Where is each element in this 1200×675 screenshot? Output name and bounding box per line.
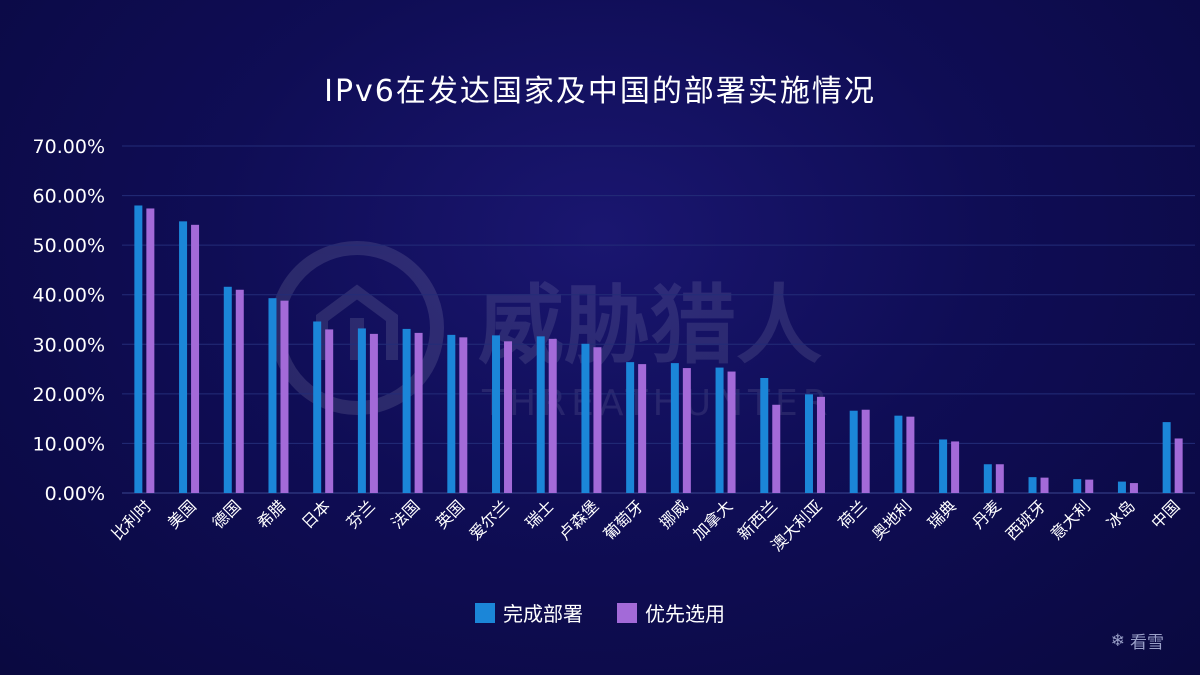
watermark-brand-cn: 威胁猎人	[478, 276, 822, 376]
bar-complete-18	[939, 439, 948, 493]
x-tick-label: 法国	[387, 496, 423, 532]
bar-complete-2	[223, 286, 232, 493]
bar-complete-13	[715, 367, 724, 493]
x-tick-label: 希腊	[253, 496, 289, 532]
x-tick-label: 日本	[298, 496, 334, 532]
x-tick-label: 美国	[164, 496, 200, 532]
y-tick-label: 0.00%	[45, 483, 105, 505]
bar-preferred-1	[191, 224, 200, 493]
bar-complete-0	[134, 205, 143, 493]
legend-swatch-preferred	[617, 602, 637, 623]
bar-preferred-8	[504, 341, 513, 493]
bar-preferred-15	[816, 396, 825, 493]
y-tick-label: 30.00%	[33, 334, 105, 356]
bar-preferred-20	[1040, 477, 1049, 493]
x-tick-label: 德国	[209, 496, 245, 532]
threathunter-watermark-logo	[270, 241, 444, 415]
x-tick-label: 加拿大	[689, 496, 736, 543]
bar-preferred-16	[861, 409, 870, 493]
x-tick-label: 瑞士	[521, 496, 557, 532]
chart-title: IPv6在发达国家及中国的部署实施情况	[324, 74, 876, 109]
bar-preferred-12	[682, 368, 691, 493]
legend-item-complete: 完成部署	[475, 598, 583, 627]
bar-complete-16	[849, 410, 858, 493]
grid-lines	[122, 145, 1195, 494]
bar-complete-6	[402, 328, 411, 493]
x-tick-label: 比利时	[108, 496, 155, 543]
bar-complete-7	[447, 334, 456, 493]
bars	[134, 205, 1183, 493]
x-tick-label: 荷兰	[834, 496, 870, 532]
bar-preferred-2	[235, 289, 244, 493]
x-tick-label: 芬兰	[343, 496, 379, 532]
bar-complete-5	[357, 328, 366, 493]
bar-preferred-18	[951, 441, 960, 493]
bar-preferred-3	[280, 300, 289, 493]
bar-preferred-11	[638, 364, 647, 493]
bar-preferred-4	[325, 329, 334, 493]
kanxue-label: 看雪	[1130, 633, 1164, 653]
bar-preferred-5	[369, 333, 378, 493]
x-tick-label: 意大利	[1047, 496, 1094, 543]
bar-complete-19	[983, 464, 992, 493]
x-tick-label: 奥地利	[868, 496, 915, 543]
legend-label-preferred: 优先选用	[645, 602, 725, 626]
x-tick-label: 爱尔兰	[465, 496, 512, 543]
legend: 完成部署 优先选用	[0, 598, 1200, 627]
bar-complete-12	[670, 363, 679, 493]
y-tick-label: 40.00%	[33, 285, 105, 307]
bar-complete-21	[1073, 479, 1082, 493]
bar-complete-22	[1117, 481, 1126, 493]
bar-preferred-0	[146, 208, 155, 493]
bar-preferred-9	[548, 338, 557, 493]
bar-preferred-6	[414, 332, 423, 493]
legend-swatch-complete	[475, 602, 495, 623]
legend-label-complete: 完成部署	[503, 602, 583, 626]
bar-complete-1	[179, 221, 188, 493]
bar-complete-23	[1162, 422, 1171, 493]
bar-complete-4	[313, 321, 322, 493]
bar-preferred-7	[459, 337, 468, 493]
y-tick-label: 50.00%	[33, 235, 105, 257]
bar-preferred-21	[1085, 479, 1094, 493]
bar-complete-14	[760, 377, 769, 493]
bar-complete-8	[492, 335, 501, 493]
y-axis: 0.00% 10.00% 20.00% 30.00% 40.00% 50.00% 60.00…	[33, 136, 105, 505]
x-tick-label: 丹麦	[969, 496, 1005, 532]
bar-complete-15	[804, 394, 813, 493]
y-tick-label: 10.00%	[33, 433, 105, 455]
bar-preferred-22	[1129, 483, 1138, 493]
x-tick-label: 挪威	[656, 496, 692, 532]
x-tick-label: 瑞典	[924, 496, 960, 532]
bar-preferred-10	[593, 347, 602, 493]
y-tick-label: 70.00%	[33, 136, 105, 158]
y-tick-label: 20.00%	[33, 384, 105, 406]
bar-complete-10	[581, 343, 590, 493]
x-tick-label: 葡萄牙	[600, 496, 647, 543]
x-tick-label: 西班牙	[1002, 496, 1049, 543]
bar-complete-17	[894, 415, 903, 493]
bar-preferred-19	[995, 464, 1004, 493]
bar-preferred-23	[1174, 438, 1183, 493]
x-tick-label: 冰岛	[1103, 496, 1139, 532]
bar-preferred-13	[727, 371, 736, 493]
y-tick-label: 60.00%	[33, 186, 105, 208]
bar-complete-11	[626, 362, 635, 493]
legend-item-preferred: 优先选用	[617, 598, 725, 627]
bar-complete-3	[268, 298, 277, 493]
kanxue-watermark: ❄ 看雪	[1110, 628, 1164, 654]
x-tick-label: 卢森堡	[555, 496, 602, 543]
x-tick-label: 英国	[432, 496, 468, 532]
x-tick-label: 中国	[1147, 496, 1183, 532]
bar-complete-20	[1028, 477, 1037, 493]
bar-preferred-17	[906, 416, 915, 493]
snowflake-icon: ❄	[1110, 630, 1125, 651]
bar-complete-9	[536, 336, 545, 493]
bar-preferred-14	[772, 404, 781, 493]
